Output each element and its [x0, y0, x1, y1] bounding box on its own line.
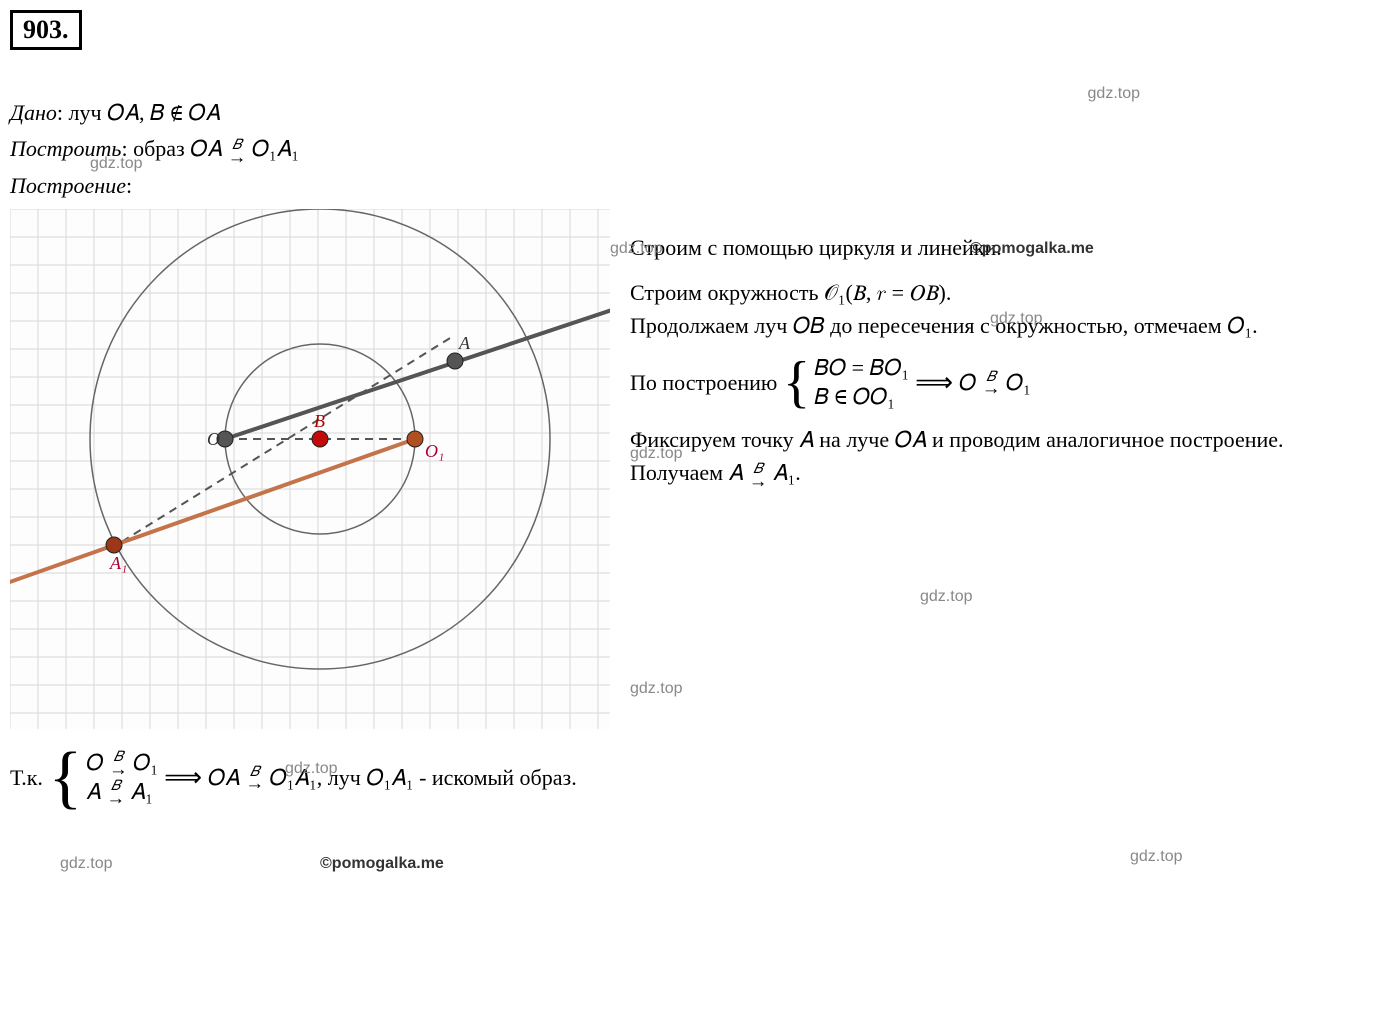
arrow-symbol: →: [245, 778, 264, 789]
result-right: 𝑂₁: [1006, 366, 1031, 399]
arrow-symbol: →: [106, 793, 125, 804]
svg-text:O₁: O₁: [425, 441, 444, 461]
conc-mid-l: 𝑂𝐴: [208, 765, 240, 791]
arrow-notation: 𝐵 →: [109, 751, 128, 775]
problem-number: 903.: [10, 10, 82, 50]
arrow-symbol: →: [228, 152, 247, 163]
construction-colon: :: [126, 173, 132, 198]
construct-line: Построить: образ 𝑂𝐴 𝐵 → 𝑂₁𝐴₁: [10, 136, 1390, 163]
brace-top: 𝐵𝑂 = 𝐵𝑂₁: [814, 354, 909, 383]
conc-bot-r: 𝐴₁: [131, 778, 153, 807]
step-3-prefix: По построению: [630, 366, 777, 399]
brace-system-2: { 𝑂 𝐵 → 𝑂₁ 𝐴 𝐵 → 𝐴₁: [48, 749, 158, 806]
implies-icon: ⟹: [915, 363, 953, 403]
conc-bot-l: 𝐴: [86, 778, 101, 807]
svg-text:A₁: A₁: [109, 553, 127, 573]
arrow-notation: 𝐵 →: [982, 371, 1001, 395]
arrow-notation: 𝐵 →: [228, 139, 247, 163]
step-4: Фиксируем точку 𝐴 на луче 𝑂𝐴 и проводим …: [630, 423, 1390, 489]
construct-target: 𝑂₁𝐴₁: [252, 136, 299, 161]
brace-content-2: 𝑂 𝐵 → 𝑂₁ 𝐴 𝐵 → 𝐴₁: [86, 749, 158, 806]
svg-text:B: B: [314, 411, 325, 431]
construct-prefix: Построить: [10, 136, 121, 161]
arrow-notation: 𝐵 →: [106, 780, 125, 804]
brace-icon: {: [48, 753, 82, 802]
step-4b-target: 𝐴₁.: [773, 460, 801, 485]
step-1: Строим с помощью циркуля и линейки.: [630, 231, 1390, 264]
given-prefix: Дано: [10, 100, 57, 125]
diagram-svg: O B O₁ A A₁: [10, 209, 610, 729]
main-area: O B O₁ A A₁ Строим с помощью циркуля и линей…: [10, 209, 1390, 729]
arrow-notation: 𝐵 →: [749, 463, 768, 487]
step-2b: Продолжаем луч 𝑂𝐵 до пересечения с окруж…: [630, 313, 1258, 338]
step-3: По построению { 𝐵𝑂 = 𝐵𝑂₁ 𝐵 ∈ 𝑂𝑂₁ ⟹ 𝑂 𝐵 →…: [630, 354, 1390, 411]
step-2: Строим окружность 𝒪₁(𝐵, 𝑟 = 𝑂𝐵). Продолж…: [630, 276, 1390, 342]
step-4a: Фиксируем точку 𝐴 на луче 𝑂𝐴 и проводим …: [630, 427, 1284, 452]
brace-row-bot: 𝐴 𝐵 → 𝐴₁: [86, 778, 158, 807]
svg-text:O: O: [207, 429, 220, 449]
construct-content: : образ 𝑂𝐴: [121, 136, 222, 161]
brace-system-1: { 𝐵𝑂 = 𝐵𝑂₁ 𝐵 ∈ 𝑂𝑂₁: [783, 354, 909, 411]
arrow-symbol: →: [109, 764, 128, 775]
brace-icon: {: [783, 363, 810, 403]
given-line: Дано: луч 𝑂𝐴, 𝐵 ∉ 𝑂𝐴: [10, 100, 1390, 126]
watermark-pom: ©pomogalka.me: [320, 855, 444, 873]
brace-bot: 𝐵 ∈ 𝑂𝑂₁: [814, 383, 909, 412]
brace-content-1: 𝐵𝑂 = 𝐵𝑂₁ 𝐵 ∈ 𝑂𝑂₁: [814, 354, 909, 411]
svg-text:A: A: [458, 333, 471, 353]
brace-row-top: 𝑂 𝐵 → 𝑂₁: [86, 749, 158, 778]
conclusion-suffix: , луч 𝑂₁𝐴₁ - искомый образ.: [317, 765, 577, 791]
implies-icon: ⟹: [164, 762, 202, 793]
conc-top-r: 𝑂₁: [133, 749, 158, 778]
result-left: 𝑂: [959, 366, 976, 399]
arrow-symbol: →: [982, 383, 1001, 394]
construction-line: Построение:: [10, 173, 1390, 199]
explanation-column: Строим с помощью циркуля и линейки. Стро…: [630, 209, 1390, 501]
conclusion: Т.к. { 𝑂 𝐵 → 𝑂₁ 𝐴 𝐵 → 𝐴₁ ⟹ 𝑂: [10, 749, 1390, 806]
arrow-notation: 𝐵 →: [245, 766, 264, 790]
step-2a: Строим окружность 𝒪₁(𝐵, 𝑟 = 𝑂𝐵).: [630, 280, 951, 305]
given-content: : луч 𝑂𝐴, 𝐵 ∉ 𝑂𝐴: [57, 100, 220, 125]
conclusion-prefix: Т.к.: [10, 765, 43, 791]
conc-mid-r: 𝑂₁𝐴₁: [270, 765, 317, 791]
construction-prefix: Построение: [10, 173, 126, 198]
step-4b-prefix: Получаем 𝐴: [630, 460, 743, 485]
conc-top-l: 𝑂: [86, 749, 103, 778]
watermark-gdz: gdz.top: [1130, 848, 1182, 866]
arrow-symbol: →: [749, 476, 768, 487]
watermark-gdz: gdz.top: [60, 855, 112, 873]
geometry-diagram: O B O₁ A A₁: [10, 209, 610, 729]
